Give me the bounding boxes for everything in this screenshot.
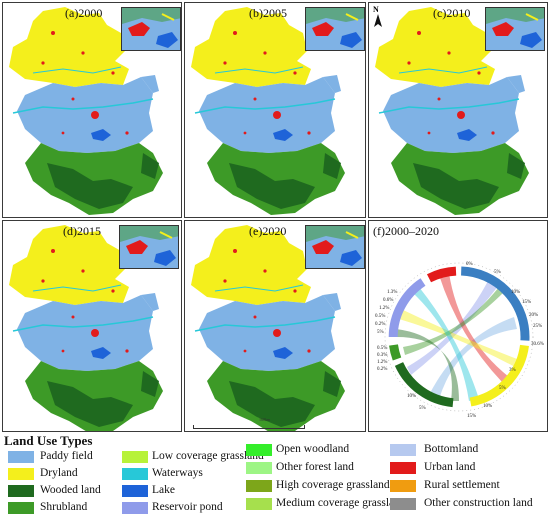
inset-map <box>119 225 179 269</box>
legend-swatch <box>246 480 272 492</box>
scale-bar <box>193 425 305 429</box>
map-panel-2015: (d)2015 <box>2 220 182 432</box>
tick-label: 10% <box>511 290 520 295</box>
legend-item: Rural settlement <box>424 479 500 491</box>
chord-arc-paddy-field <box>460 266 530 341</box>
panel-label: (b)2005 <box>249 6 287 20</box>
small-label: 0.5% <box>377 346 387 351</box>
legend-swatch <box>8 468 34 480</box>
small-label: 15% <box>467 414 476 419</box>
chord-arc-small-classes <box>388 278 426 338</box>
small-label: 5% <box>419 406 426 411</box>
legend-item: Bottomland <box>424 443 479 455</box>
chord-ribbon <box>429 317 517 399</box>
legend-item: Medium coverage grassland <box>276 497 406 509</box>
small-label: 5% <box>377 330 384 335</box>
legend-swatch <box>122 485 148 497</box>
legend-item: Dryland <box>40 467 78 479</box>
legend-title: Land Use Types <box>4 433 93 448</box>
legend-item: Shrubland <box>40 501 88 513</box>
tick-label: 30.6% <box>531 342 544 347</box>
map-panel-2020: (e)2020 160km <box>184 220 366 432</box>
chord-panel: (f)2000–2020 <box>368 220 548 432</box>
legend-item: Other forest land <box>276 461 354 473</box>
small-label: 0.2% <box>375 322 385 327</box>
chord-arc-wooded-land <box>394 362 454 408</box>
legend-swatch <box>8 451 34 463</box>
chord-ribbon <box>439 273 509 383</box>
tick-label: 5% <box>494 270 501 275</box>
panel-label: (d)2015 <box>63 224 101 238</box>
inset-map <box>121 7 181 51</box>
panel-label: (c)2010 <box>433 6 471 20</box>
chord-diagram: 0% 5% 10% 15% 20% 25% 30.6% 1.3% 0.6% 1.… <box>375 262 544 419</box>
chord-ribbon <box>407 279 499 375</box>
legend-swatch <box>8 502 34 514</box>
inset-map <box>305 225 365 269</box>
small-label: 1.2% <box>379 306 389 311</box>
legend-swatch <box>122 451 148 463</box>
map-panel-2010: N (c)2010 <box>368 2 548 218</box>
legend-item: Lake <box>152 484 175 496</box>
legend-swatch <box>246 462 272 474</box>
tick-label: 20% <box>529 313 538 318</box>
small-label: 1.3% <box>387 290 397 295</box>
chord-arc-shrubland <box>389 344 402 361</box>
legend-item: Wooded land <box>40 484 101 496</box>
legend-swatch <box>246 498 272 510</box>
small-label: 0.2% <box>377 367 387 372</box>
legend-swatch <box>122 468 148 480</box>
scale-bar-label: 160km <box>259 417 271 422</box>
legend-item: Other construction land <box>424 497 533 509</box>
legend-swatch <box>390 498 416 510</box>
legend-swatch <box>122 502 148 514</box>
chord-ribbon <box>413 287 479 401</box>
tick-label: 0% <box>466 262 473 267</box>
panel-label: (e)2020 <box>249 224 287 238</box>
chord-arc-urban-land <box>426 266 457 283</box>
legend-item: Open woodland <box>276 443 350 455</box>
legend-item: Paddy field <box>40 450 93 462</box>
legend-swatch <box>390 444 416 456</box>
small-label: 5% <box>499 386 506 391</box>
panel-label: (a)2000 <box>65 6 103 20</box>
small-label: 10% <box>407 394 416 399</box>
legend-swatch <box>246 444 272 456</box>
legend-swatch <box>8 485 34 497</box>
legend-item: Low coverage grassland <box>152 450 264 462</box>
small-label: 1.2% <box>377 360 387 365</box>
chord-arc-dryland <box>469 344 529 407</box>
legend-item: High coverage grassland <box>276 479 390 491</box>
legend-item: Urban land <box>424 461 476 473</box>
chord-ribbon <box>403 287 505 355</box>
inset-map <box>305 7 365 51</box>
small-label: 0.5% <box>375 314 385 319</box>
chord-title: (f)2000–2020 <box>373 224 439 238</box>
inset-map <box>485 7 545 51</box>
north-arrow-icon: N <box>373 5 383 28</box>
small-label: 0.3% <box>377 353 387 358</box>
legend-item: Waterways <box>152 467 203 479</box>
legend-item: Reservoir pond <box>152 501 223 513</box>
tick-label: 15% <box>522 300 531 305</box>
small-label: 0.6% <box>383 298 393 303</box>
tick-label: 25% <box>533 324 542 329</box>
small-label: 10% <box>483 404 492 409</box>
chord-ribbon <box>399 309 517 367</box>
map-panel-2005: (b)2005 <box>184 2 366 218</box>
map-panel-2000: (a)2000 <box>2 2 182 218</box>
chord-ribbon <box>396 329 459 401</box>
legend-swatch <box>390 480 416 492</box>
legend-swatch <box>390 462 416 474</box>
small-label: 3% <box>509 368 516 373</box>
